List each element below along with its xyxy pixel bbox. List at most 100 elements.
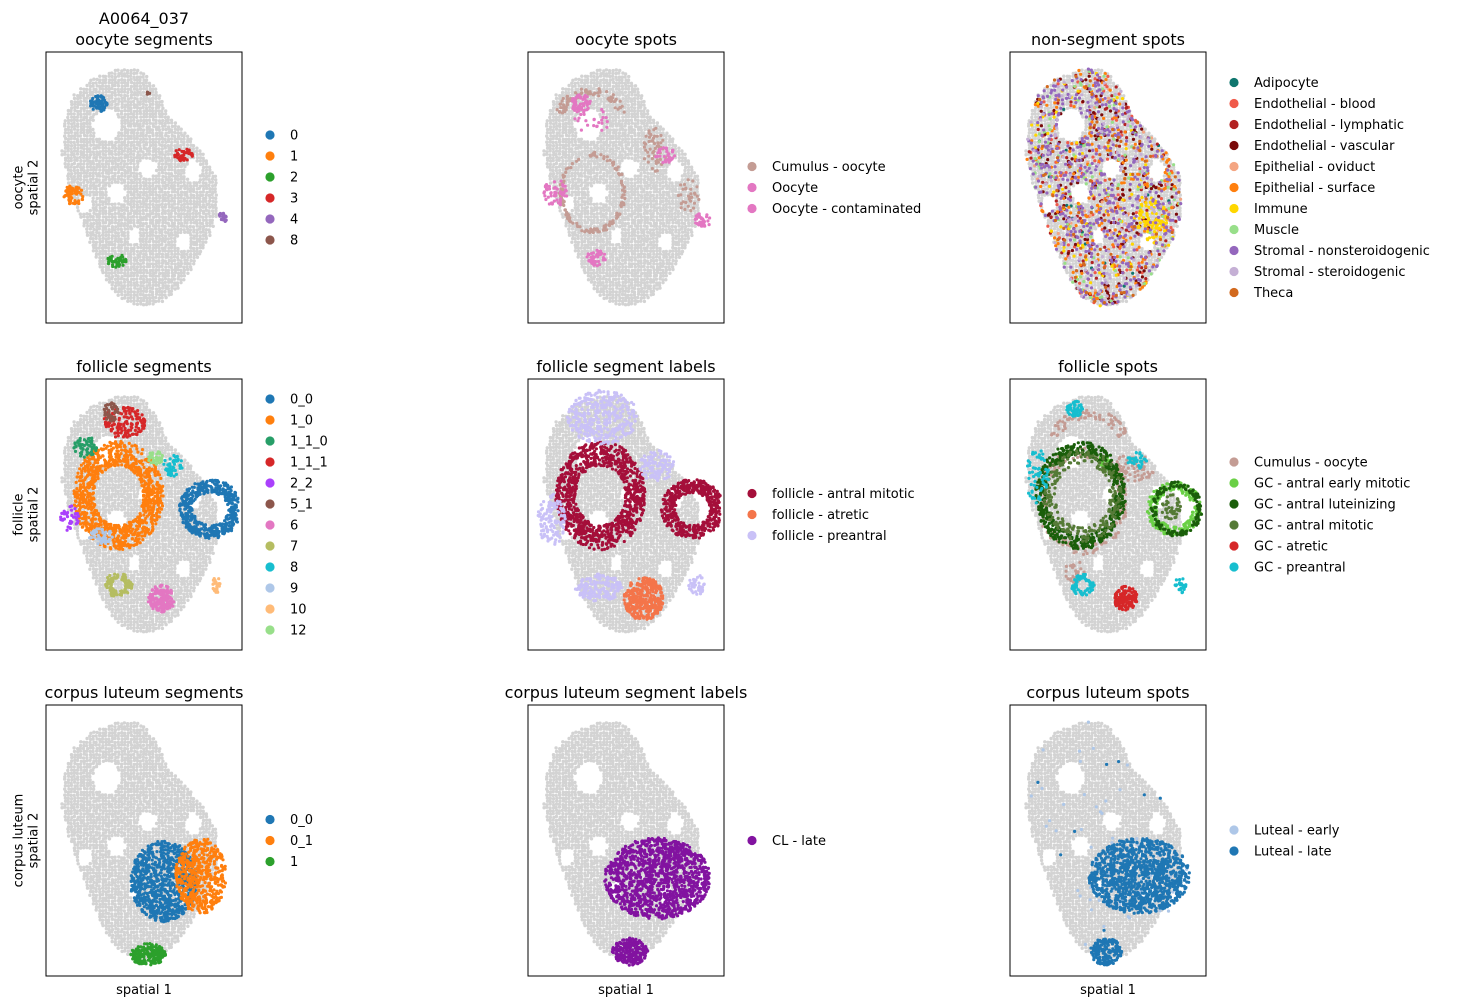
background-spot: [623, 218, 626, 221]
background-spot: [636, 181, 639, 184]
background-spot: [680, 215, 683, 218]
background-spot: [545, 124, 548, 127]
background-spot: [677, 243, 680, 246]
background-spot: [640, 97, 643, 100]
background-spot: [148, 225, 151, 228]
background-spot: [631, 200, 634, 203]
background-spot: [67, 131, 70, 134]
background-spot: [614, 205, 617, 208]
background-spot: [555, 166, 558, 169]
background-spot: [614, 203, 617, 206]
background-spot: [142, 256, 145, 259]
background-spot: [655, 227, 658, 230]
background-spot: [637, 178, 640, 181]
background-spot: [130, 197, 133, 200]
background-spot: [98, 165, 101, 168]
background-spot: [89, 187, 92, 190]
background-spot: [627, 194, 630, 197]
background-spot: [665, 165, 668, 168]
background-spot: [637, 203, 640, 206]
background-spot: [592, 181, 595, 184]
background-spot: [148, 278, 151, 281]
background-spot: [605, 237, 608, 240]
background-spot: [555, 97, 558, 100]
background-spot: [196, 153, 199, 156]
background-spot: [555, 175, 558, 178]
background-spot: [145, 122, 148, 125]
background-spot: [627, 228, 630, 231]
background-spot: [110, 213, 113, 216]
background-spot: [94, 200, 97, 203]
background-spot: [141, 240, 144, 243]
background-spot: [64, 143, 67, 146]
background-spot: [114, 225, 117, 228]
background-spot: [107, 97, 110, 100]
background-spot: [573, 177, 576, 180]
background-spot: [104, 153, 107, 156]
background-spot: [173, 246, 176, 249]
background-spot: [198, 227, 201, 230]
background-spot: [198, 252, 201, 255]
background-spot: [608, 234, 611, 237]
background-spot: [142, 72, 145, 75]
background-spot: [183, 206, 186, 209]
background-spot: [601, 162, 604, 165]
background-spot: [608, 131, 611, 134]
background-spot: [630, 84, 633, 87]
background-spot: [157, 147, 160, 150]
background-spot: [167, 274, 170, 277]
background-spot: [126, 177, 129, 180]
background-spot: [163, 138, 166, 141]
background-spot: [79, 159, 82, 162]
background-spot: [587, 218, 590, 221]
background-spot: [167, 209, 170, 212]
background-spot: [627, 122, 630, 125]
background-spot: [671, 225, 674, 228]
background-spot: [549, 134, 552, 137]
background-spot: [656, 121, 659, 124]
background-spot: [139, 243, 142, 246]
background-spot: [63, 153, 66, 156]
background-spot: [548, 174, 551, 177]
background-spot: [126, 171, 129, 174]
background-spot: [107, 172, 110, 175]
background-spot: [120, 112, 123, 115]
background-spot: [102, 169, 105, 172]
background-spot: [605, 199, 608, 202]
data-point: [68, 186, 71, 189]
background-spot: [155, 197, 158, 200]
background-spot: [196, 156, 199, 159]
background-spot: [694, 225, 697, 228]
background-spot: [571, 181, 574, 184]
background-spot: [89, 218, 92, 221]
background-spot: [183, 209, 186, 212]
background-spot: [126, 134, 129, 137]
background-spot: [558, 159, 561, 162]
background-spot: [126, 166, 129, 169]
background-spot: [164, 128, 167, 131]
background-spot: [123, 109, 126, 112]
background-spot: [107, 75, 110, 78]
background-spot: [73, 162, 76, 165]
background-spot: [157, 106, 160, 109]
background-spot: [82, 118, 85, 121]
background-spot: [636, 246, 639, 249]
background-spot: [94, 90, 97, 93]
background-spot: [609, 113, 612, 116]
background-spot: [586, 150, 589, 153]
background-spot: [77, 143, 80, 146]
background-spot: [205, 215, 208, 218]
background-spot: [86, 162, 89, 165]
background-spot: [586, 197, 589, 200]
background-spot: [86, 224, 89, 227]
background-spot: [608, 84, 611, 87]
background-spot: [639, 240, 642, 243]
background-spot: [643, 171, 646, 174]
background-spot: [173, 240, 176, 243]
background-spot: [101, 203, 104, 206]
background-spot: [195, 212, 198, 215]
background-spot: [142, 140, 145, 143]
background-spot: [630, 135, 633, 138]
background-spot: [110, 237, 113, 240]
background-spot: [167, 287, 170, 290]
